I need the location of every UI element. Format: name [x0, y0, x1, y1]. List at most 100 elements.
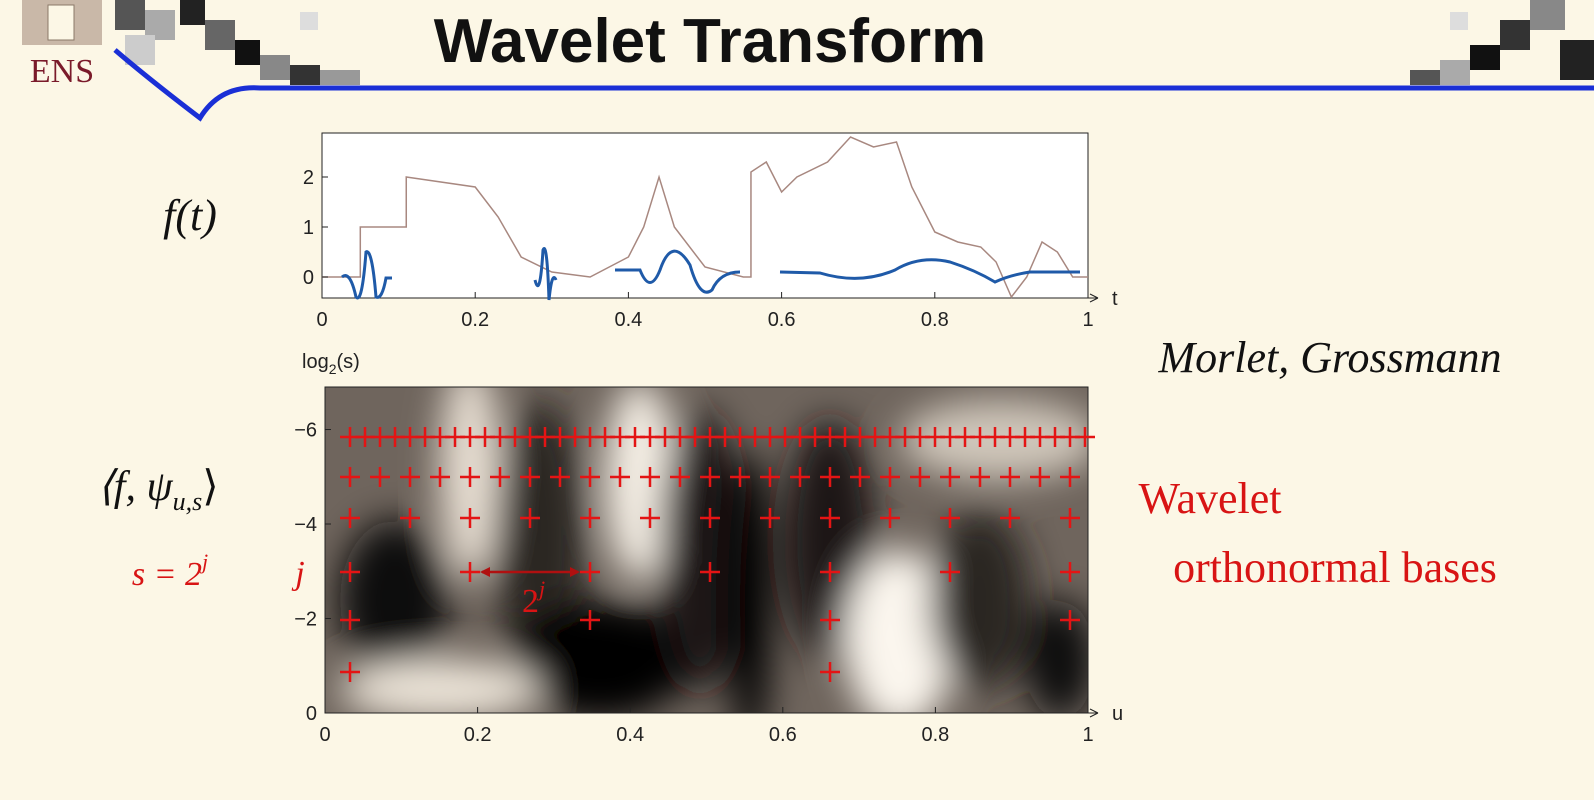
- x-tick-label: 1: [1082, 309, 1093, 331]
- transform-label-end: ⟩: [202, 464, 218, 510]
- cross: [1060, 508, 1080, 528]
- cross: [1000, 508, 1020, 528]
- cross: [340, 562, 360, 582]
- cross: [340, 662, 360, 682]
- x-tick-label: 0: [316, 309, 327, 331]
- x-tick-label: 0.2: [464, 724, 492, 746]
- slide-title: Wavelet Transform: [434, 7, 986, 76]
- cross: [820, 467, 840, 487]
- x-tick-label: 0: [319, 724, 330, 746]
- bases-line-2: orthonormal bases: [1173, 543, 1497, 592]
- scale-label: s = 2j: [132, 549, 208, 593]
- x-axis-label: t: [1112, 288, 1118, 310]
- y-tick-label: 2: [303, 167, 314, 189]
- cross: [340, 508, 360, 528]
- header-line: [113, 48, 1594, 122]
- cross: [640, 508, 660, 528]
- cross: [670, 467, 690, 487]
- cross-grid: [340, 427, 1095, 682]
- cross: [580, 508, 600, 528]
- cross: [1060, 562, 1080, 582]
- cross: [820, 662, 840, 682]
- credit: Morlet, Grossmann: [1157, 333, 1501, 382]
- cross: [340, 610, 360, 630]
- logo-text: ENS: [30, 53, 94, 90]
- x-tick-label: 0.4: [614, 309, 642, 331]
- cross: [460, 467, 480, 487]
- x-tick-label: 0.2: [461, 309, 489, 331]
- transform-label-main: ⟨f, ψ: [97, 464, 173, 510]
- mosaic-right: [1410, 0, 1594, 85]
- y-tick-label: 1: [303, 217, 314, 239]
- bases-line-1: Wavelet: [1138, 474, 1281, 523]
- cross: [520, 508, 540, 528]
- signal-label: f(t): [163, 191, 217, 240]
- cross: [730, 467, 750, 487]
- cross: [760, 467, 780, 487]
- x-axis-arrow: [1088, 293, 1099, 303]
- spacing-arrow: [480, 567, 580, 577]
- y-label-end: (s): [337, 351, 360, 373]
- y-label-sub: 2: [329, 361, 337, 377]
- cross: [580, 610, 600, 630]
- cross: [460, 508, 480, 528]
- x-tick-label: 0.8: [921, 309, 949, 331]
- j-label: j: [291, 555, 304, 592]
- x-tick-label: 0.6: [768, 309, 796, 331]
- spacing-label-main: 2: [522, 583, 539, 620]
- x-axis-label: u: [1112, 703, 1123, 725]
- cross: [400, 467, 420, 487]
- logo: ENS: [22, 0, 102, 90]
- y-tick-label: −4: [294, 514, 317, 536]
- cross: [940, 467, 960, 487]
- y-tick-label: 0: [303, 267, 314, 289]
- cross: [940, 562, 960, 582]
- cross: [580, 562, 600, 582]
- cross: [970, 467, 990, 487]
- cross: [430, 467, 450, 487]
- x-tick-label: 1: [1082, 724, 1093, 746]
- cross: [700, 508, 720, 528]
- cross: [790, 467, 810, 487]
- x-tick-label: 0.8: [921, 724, 949, 746]
- cross: [520, 467, 540, 487]
- cross: [1000, 467, 1020, 487]
- cross: [640, 467, 660, 487]
- y-tick-label: 0: [306, 703, 317, 725]
- scalogram: [325, 387, 1088, 713]
- cross: [400, 508, 420, 528]
- transform-y-label: log2(s): [302, 351, 360, 377]
- cross: [490, 467, 510, 487]
- y-tick-label: −6: [294, 420, 317, 442]
- scale-label-sup: j: [199, 549, 208, 574]
- cross: [880, 467, 900, 487]
- cross: [370, 467, 390, 487]
- x-axis-arrow: [1088, 708, 1099, 718]
- cross: [700, 467, 720, 487]
- cross: [820, 610, 840, 630]
- cross: [1030, 467, 1050, 487]
- scale-label-main: s = 2: [132, 556, 202, 593]
- cross: [550, 467, 570, 487]
- cross: [610, 467, 630, 487]
- x-tick-label: 0.6: [769, 724, 797, 746]
- y-tick-label: −2: [294, 609, 317, 631]
- transform-label-sub: u,s: [173, 487, 203, 516]
- cross: [850, 467, 870, 487]
- x-tick-label: 0.4: [616, 724, 644, 746]
- signal-line: [322, 136, 1088, 299]
- cross: [1060, 610, 1080, 630]
- cross: [820, 508, 840, 528]
- cross: [760, 508, 780, 528]
- cross: [1060, 467, 1080, 487]
- spacing-label-sup: j: [536, 576, 545, 601]
- cross: [700, 562, 720, 582]
- transform-plot-frame: [324, 386, 1089, 714]
- cross: [880, 508, 900, 528]
- mosaic-left: [115, 0, 360, 85]
- wavelets: [341, 247, 1080, 301]
- cross: [820, 562, 840, 582]
- cross: [580, 467, 600, 487]
- cross: [910, 467, 930, 487]
